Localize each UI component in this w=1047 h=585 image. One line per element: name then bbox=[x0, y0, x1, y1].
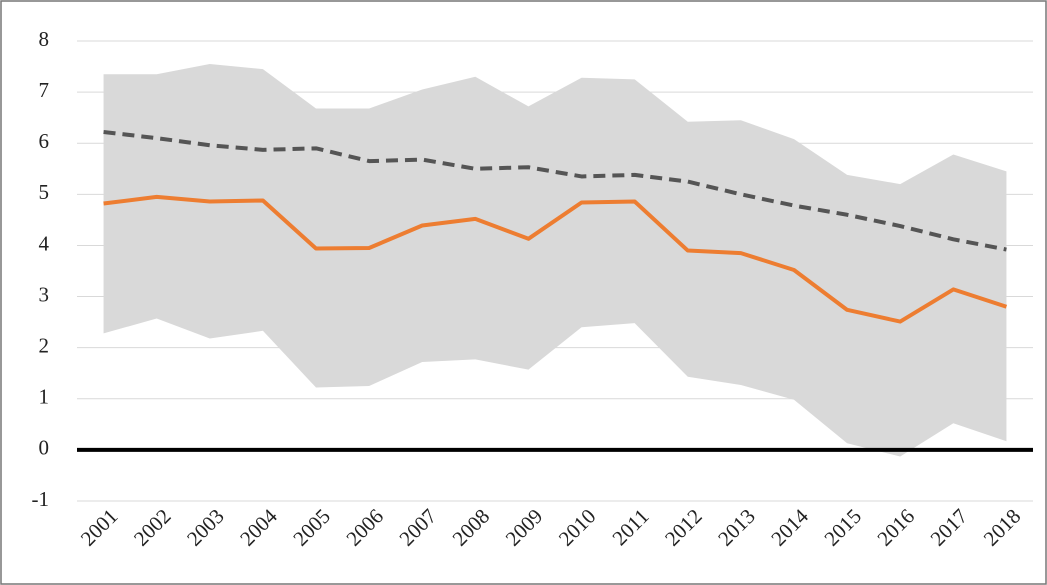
y-tick-label: 2 bbox=[39, 333, 50, 357]
y-tick-label: 4 bbox=[39, 231, 50, 255]
data-line bbox=[103, 194, 1008, 324]
y-tick-label: 7 bbox=[39, 78, 50, 102]
y-tick-label: 5 bbox=[39, 180, 50, 204]
y-tick-label: -1 bbox=[32, 487, 50, 511]
y-tick-label: 3 bbox=[39, 282, 50, 306]
y-tick-label: 0 bbox=[39, 436, 50, 460]
y-tick-label: 8 bbox=[39, 27, 50, 51]
data-line bbox=[103, 129, 1007, 252]
range-band bbox=[103, 64, 1007, 457]
y-tick-label: 6 bbox=[39, 129, 50, 153]
y-tick-label: 1 bbox=[39, 385, 50, 409]
